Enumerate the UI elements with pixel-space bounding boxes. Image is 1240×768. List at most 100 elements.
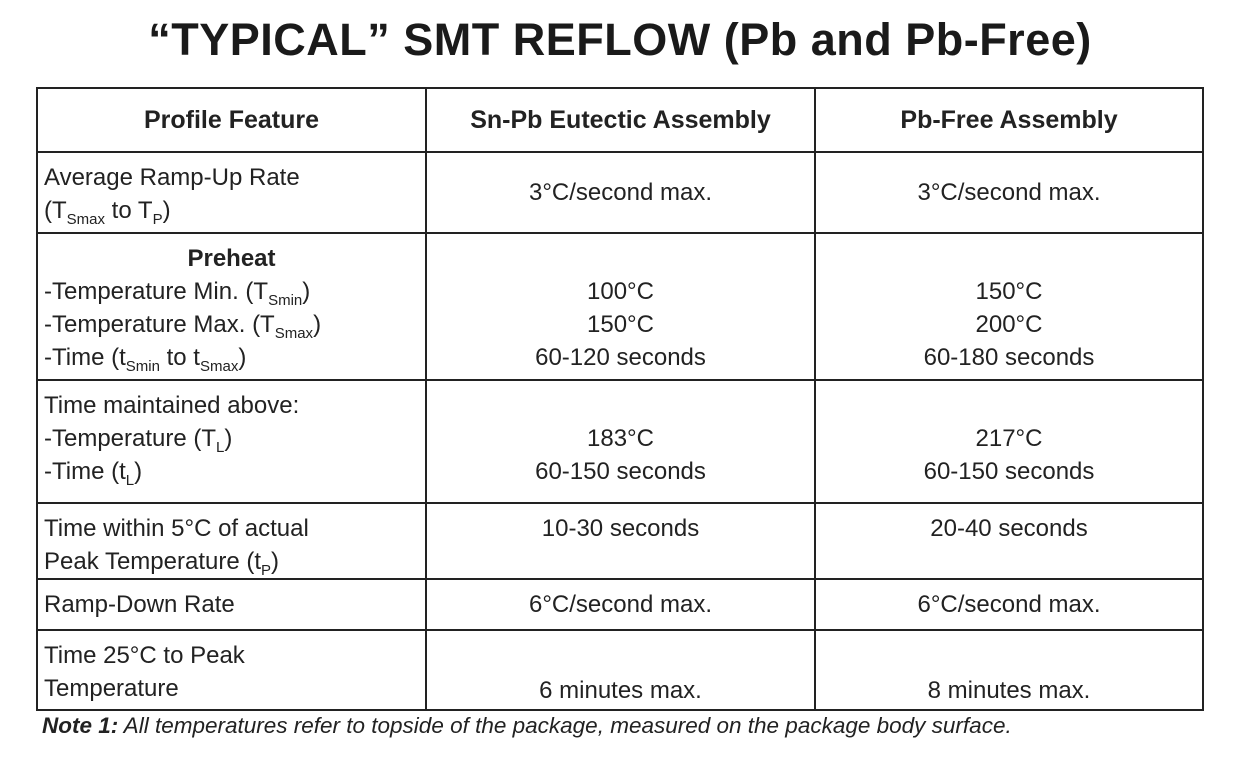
text-segment: Time maintained above: [44, 392, 300, 419]
text-segment: -Temperature (T [44, 425, 217, 452]
feature-line: -Temperature (TL) [44, 422, 419, 455]
subscript: Smax [66, 211, 105, 228]
snpb-value-cell: 6°C/second max. [425, 578, 816, 631]
subscript: P [152, 211, 163, 228]
value-line [433, 242, 808, 275]
text-segment: Average Ramp-Up Rate [44, 164, 300, 191]
table-row-preheat: Preheat -Temperature Min. (TSmin) -Tempera… [36, 232, 1204, 381]
feature-line: -Temperature Max. (TSmax) [44, 308, 419, 341]
profile-feature-cell: Time 25°C to Peak Temperature [36, 629, 427, 711]
feature-line: Preheat [44, 242, 419, 275]
text-segment: to t [159, 344, 200, 371]
value-line: 60-120 seconds [535, 344, 706, 371]
feature-line: Time maintained above: [44, 389, 419, 422]
header-pb-free: Pb-Free Assembly [814, 87, 1204, 153]
feature-line: (TSmax to TP) [44, 194, 419, 227]
value-line: 6 minutes max. [539, 677, 702, 704]
text-segment: -Temperature Max. (T [44, 311, 275, 338]
profile-feature-cell: Average Ramp-Up Rate (TSmax to TP) [36, 151, 427, 234]
snpb-value-cell: 183°C 60-150 seconds [425, 379, 816, 504]
value-line [822, 389, 1196, 422]
feature-line: Ramp-Down Rate [44, 588, 419, 621]
value-line: 60-150 seconds [923, 458, 1095, 485]
snpb-value-cell: 10-30 seconds [425, 502, 816, 580]
table-row-ramp-down-rate: Ramp-Down Rate 6°C/second max. 6°C/second … [36, 578, 1204, 631]
value-line: 60-150 seconds [535, 458, 706, 485]
subscript: Smax [274, 325, 314, 342]
feature-line: -Time (tL) [44, 455, 419, 488]
pbfree-value-cell: 217°C 60-150 seconds [814, 379, 1204, 504]
value-line: 8 minutes max. [927, 677, 1091, 704]
text-segment: ) [162, 197, 171, 224]
pbfree-value-cell: 20-40 seconds [814, 502, 1204, 580]
subscript: L [125, 472, 135, 489]
value-line: 6°C/second max. [917, 591, 1101, 618]
profile-feature-cell: Ramp-Down Rate [36, 578, 427, 631]
text-segment: (T [44, 197, 67, 224]
value-line: 6°C/second max. [528, 591, 712, 618]
pbfree-value-cell: 3°C/second max. [814, 151, 1204, 234]
text-segment: Preheat [187, 245, 276, 272]
note-text: All temperatures refer to topside of the… [118, 713, 1012, 738]
table-row-time-within-peak: Time within 5°C of actual Peak Temperatur… [36, 502, 1204, 580]
snpb-value-cell: 6 minutes max. [425, 629, 816, 711]
feature-line: Average Ramp-Up Rate [44, 161, 419, 194]
table-row-time-above-liquidus: Time maintained above: -Temperature (TL) -… [36, 379, 1204, 504]
subscript: L [216, 439, 225, 456]
subscript: Smax [199, 358, 239, 375]
text-segment: ) [224, 425, 233, 452]
value-line: 20-40 seconds [930, 515, 1088, 542]
table-row-average-ramp-up-rate: Average Ramp-Up Rate (TSmax to TP) 3°C/sec… [36, 151, 1204, 234]
text-segment: ) [313, 311, 322, 338]
text-segment: Temperature [44, 675, 179, 702]
value-line: 217°C [975, 425, 1043, 452]
profile-feature-cell: Time maintained above: -Temperature (TL) -… [36, 379, 427, 504]
text-segment: -Time (t [44, 458, 126, 485]
value-line: 100°C [587, 278, 654, 305]
text-segment: to T [105, 197, 153, 224]
subscript: Smin [268, 292, 303, 309]
table-header-row: Profile Feature Sn-Pb Eutectic Assembly … [36, 87, 1204, 153]
table-row-time-to-peak: Time 25°C to Peak Temperature 6 minutes ma… [36, 629, 1204, 711]
feature-line: Time 25°C to Peak [44, 639, 419, 672]
value-line: 150°C [587, 311, 654, 338]
note-label: Note 1: [42, 713, 119, 738]
value-line [822, 242, 1196, 275]
text-segment: -Temperature Min. (T [44, 278, 269, 305]
text-segment: ) [271, 548, 280, 575]
value-line: 3°C/second max. [528, 179, 712, 206]
profile-feature-cell: Time within 5°C of actual Peak Temperatur… [36, 502, 427, 580]
text-segment: Ramp-Down Rate [44, 591, 235, 618]
header-profile-feature: Profile Feature [36, 87, 427, 153]
profile-feature-cell: Preheat -Temperature Min. (TSmin) -Tempera… [36, 232, 427, 381]
value-line: 60-180 seconds [923, 344, 1095, 371]
value-line: 183°C [587, 425, 654, 452]
snpb-value-cell: 100°C 150°C 60-120 seconds [425, 232, 816, 381]
text-segment: ) [302, 278, 311, 305]
header-snpb-eutectic: Sn-Pb Eutectic Assembly [425, 87, 816, 153]
subscript: P [261, 562, 272, 579]
page-title: “TYPICAL” SMT REFLOW (Pb and Pb-Free) [148, 14, 1092, 65]
value-line: 150°C [975, 278, 1043, 305]
pbfree-value-cell: 8 minutes max. [814, 629, 1204, 711]
feature-line: Time within 5°C of actual [44, 512, 419, 545]
value-line: 10-30 seconds [541, 515, 700, 542]
feature-line: -Time (tSmin to tSmax) [44, 341, 419, 374]
reflow-profile-table: Profile Feature Sn-Pb Eutectic Assembly … [36, 87, 1204, 711]
value-line: 3°C/second max. [917, 179, 1101, 206]
text-segment: Peak Temperature (t [44, 548, 261, 575]
text-segment: ) [238, 344, 247, 371]
footnote: Note 1: All temperatures refer to topsid… [42, 713, 1012, 739]
value-line: 200°C [975, 311, 1043, 338]
feature-line: Temperature [44, 672, 419, 705]
value-line [433, 389, 808, 422]
pbfree-value-cell: 150°C 200°C 60-180 seconds [814, 232, 1204, 381]
text-segment: Time within 5°C of actual [44, 515, 309, 542]
feature-line: -Temperature Min. (TSmin) [44, 275, 419, 308]
text-segment: -Time (t [44, 344, 126, 371]
subscript: Smin [125, 358, 160, 375]
text-segment: Time 25°C to Peak [44, 642, 245, 669]
snpb-value-cell: 3°C/second max. [425, 151, 816, 234]
pbfree-value-cell: 6°C/second max. [814, 578, 1204, 631]
text-segment: ) [134, 458, 143, 485]
